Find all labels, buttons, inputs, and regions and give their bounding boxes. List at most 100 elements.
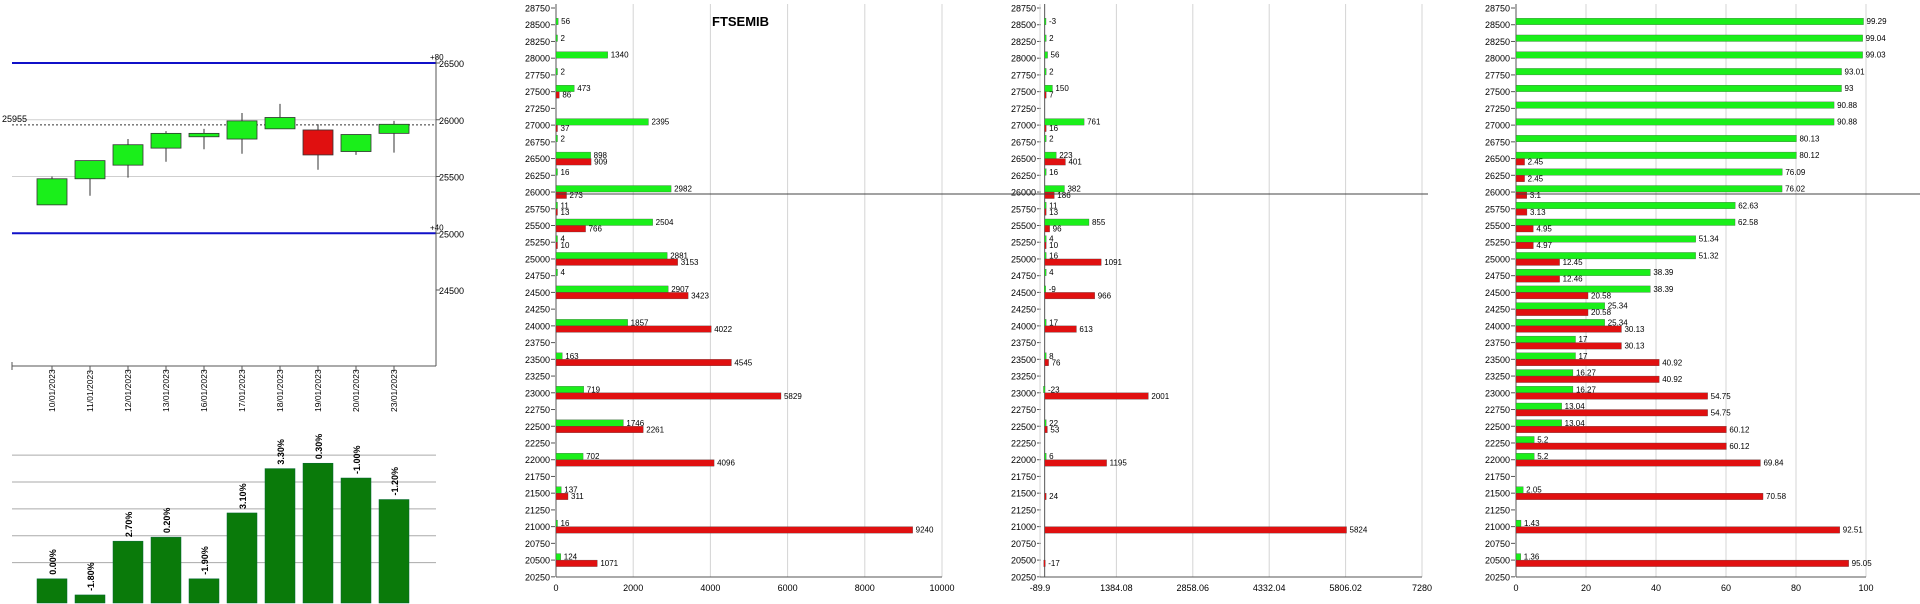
oi-main-x-tick-label: 6000 bbox=[778, 583, 798, 593]
oi-main-calls-value: 2395 bbox=[651, 118, 669, 127]
oi-main-strike-label: 28250 bbox=[525, 37, 550, 47]
oi-pct-calls-bar bbox=[1515, 319, 1605, 327]
oi-pct-x-tick-label: 20 bbox=[1581, 583, 1591, 593]
pct-bar-label: 0.20% bbox=[162, 508, 172, 534]
oi-change-strike-label: 27250 bbox=[1011, 104, 1036, 114]
oi-pct-strike-label: 28250 bbox=[1485, 37, 1510, 47]
oi-pct-calls-bar bbox=[1515, 185, 1783, 193]
oi-main-calls-value: 124 bbox=[564, 553, 578, 562]
oi-pct-calls-value: 2.05 bbox=[1526, 486, 1542, 495]
oi-change-calls-bar bbox=[1044, 85, 1053, 92]
oi-pct-calls-value: 16.27 bbox=[1576, 385, 1597, 394]
oi-main-puts-value: 86 bbox=[562, 91, 571, 100]
oi-main-calls-bar bbox=[555, 419, 624, 427]
oi-main-strike-label: 20750 bbox=[525, 539, 550, 549]
oi-change-calls-bar bbox=[1044, 168, 1047, 176]
oi-pct-puts-bar bbox=[1515, 526, 1840, 534]
oi-main-puts-value: 13 bbox=[561, 208, 570, 217]
oi-pct-puts-bar bbox=[1515, 308, 1589, 316]
oi-main-x-tick-label: 2000 bbox=[623, 583, 643, 593]
oi-pct-puts-bar bbox=[1515, 191, 1527, 199]
oi-main-strike-label: 28500 bbox=[525, 20, 550, 30]
oi-pct-strike-label: 22000 bbox=[1485, 455, 1510, 465]
oi-change-strike-label: 20750 bbox=[1011, 539, 1036, 549]
oi-change-calls-bar bbox=[1044, 252, 1047, 260]
candle-body bbox=[188, 132, 220, 138]
oi-main-calls-value: 11 bbox=[561, 201, 570, 210]
oi-change-puts-value: 186 bbox=[1057, 191, 1071, 200]
oi-change-calls-bar bbox=[1044, 285, 1046, 293]
oi-pct-puts-value: 3.13 bbox=[1530, 208, 1546, 217]
oi-pct-calls-value: 80.12 bbox=[1799, 151, 1820, 160]
oi-pct-calls-bar bbox=[1515, 436, 1535, 444]
oi-pct-strike-label: 27000 bbox=[1485, 121, 1510, 131]
oi-change-puts-bar bbox=[1044, 208, 1047, 216]
oi-pct-puts-bar bbox=[1515, 359, 1660, 366]
candle-date-label: 10/01/2023 bbox=[47, 369, 57, 412]
oi-change-puts-value: 53 bbox=[1050, 425, 1059, 434]
oi-pct-puts-value: 40.92 bbox=[1662, 375, 1683, 384]
oi-pct-calls-bar bbox=[1515, 218, 1736, 226]
oi-pct-puts-value: 54.75 bbox=[1711, 409, 1732, 418]
oi-main-puts-bar bbox=[555, 258, 678, 266]
oi-change-puts-bar bbox=[1043, 559, 1046, 567]
oi-pct-puts-bar bbox=[1515, 409, 1708, 417]
oi-change-x-tick-label: -89.9 bbox=[1030, 583, 1051, 593]
oi-change-calls-value: 16 bbox=[1049, 168, 1058, 177]
oi-change-puts-bar bbox=[1044, 225, 1050, 233]
oi-pct-calls-value: 51.32 bbox=[1699, 251, 1720, 260]
oi-pct-puts-value: 12.46 bbox=[1563, 275, 1584, 284]
oi-pct-x-tick-label: 60 bbox=[1721, 583, 1731, 593]
oi-main-strike-label: 22000 bbox=[525, 455, 550, 465]
pct-bar-label: -1.90% bbox=[200, 546, 210, 575]
oi-pct-calls-value: 62.63 bbox=[1738, 201, 1759, 210]
oi-main-strike-label: 20500 bbox=[525, 556, 550, 566]
oi-pct-calls-bar bbox=[1515, 519, 1522, 527]
oi-pct-x-tick-label: 80 bbox=[1791, 583, 1801, 593]
oi-main-puts-bar bbox=[555, 493, 569, 500]
oi-main-puts-bar bbox=[555, 191, 567, 199]
oi-main-calls-bar bbox=[555, 185, 672, 193]
oi-pct-strike-label: 27500 bbox=[1485, 87, 1510, 97]
oi-change-strike-label: 21500 bbox=[1011, 489, 1036, 499]
oi-change-calls-bar bbox=[1044, 151, 1057, 159]
oi-pct-calls-value: 17 bbox=[1579, 335, 1588, 344]
oi-main-calls-bar bbox=[555, 151, 591, 159]
oi-pct-puts-value: 12.45 bbox=[1563, 258, 1584, 267]
oi-change-puts-value: 16 bbox=[1049, 124, 1058, 133]
oi-change-x-tick-label: 5806.02 bbox=[1329, 583, 1362, 593]
oi-change-strike-label: 28000 bbox=[1011, 54, 1036, 64]
oi-change-calls-value: 761 bbox=[1087, 118, 1101, 127]
oi-change-calls-value: 4 bbox=[1049, 268, 1054, 277]
oi-main-calls-bar bbox=[555, 386, 584, 393]
oi-pct-calls-bar bbox=[1515, 68, 1842, 76]
oi-change-calls-bar bbox=[1044, 453, 1047, 460]
oi-change-calls-bar bbox=[1044, 185, 1065, 193]
candle-y-tick-label: 25500 bbox=[439, 173, 464, 183]
oi-main-title: FTSEMIB bbox=[712, 14, 769, 29]
oi-main-strike-label: 22500 bbox=[525, 422, 550, 432]
oi-main-puts-bar bbox=[555, 426, 644, 433]
oi-main-calls-value: 2504 bbox=[656, 218, 674, 227]
oi-main-puts-value: 3423 bbox=[691, 291, 709, 300]
oi-change-strike-label: 24500 bbox=[1011, 288, 1036, 298]
oi-change-puts-bar bbox=[1044, 359, 1049, 366]
oi-main-calls-bar bbox=[555, 218, 653, 226]
oi-pct-calls-value: 90.88 bbox=[1837, 101, 1858, 110]
oi-main-x-tick-label: 10000 bbox=[929, 583, 954, 593]
oi-main-strike-label: 25750 bbox=[525, 204, 550, 214]
oi-main-strike-label: 25000 bbox=[525, 254, 550, 264]
oi-pct-strike-label: 26250 bbox=[1485, 171, 1510, 181]
oi-pct-puts-value: 30.13 bbox=[1624, 325, 1645, 334]
oi-change-puts-value: 7 bbox=[1049, 91, 1054, 100]
oi-change-puts-bar bbox=[1044, 91, 1047, 99]
oi-change-strike-label: 25500 bbox=[1011, 221, 1036, 231]
oi-main-strike-label: 22750 bbox=[525, 405, 550, 415]
oi-change-x-tick-label: 1384.08 bbox=[1100, 583, 1133, 593]
candle-body bbox=[74, 160, 106, 180]
oi-pct-calls-bar bbox=[1515, 352, 1576, 360]
oi-main-calls-bar bbox=[555, 135, 558, 142]
oi-pct-calls-bar bbox=[1515, 386, 1574, 393]
oi-main-calls-bar bbox=[555, 252, 668, 260]
